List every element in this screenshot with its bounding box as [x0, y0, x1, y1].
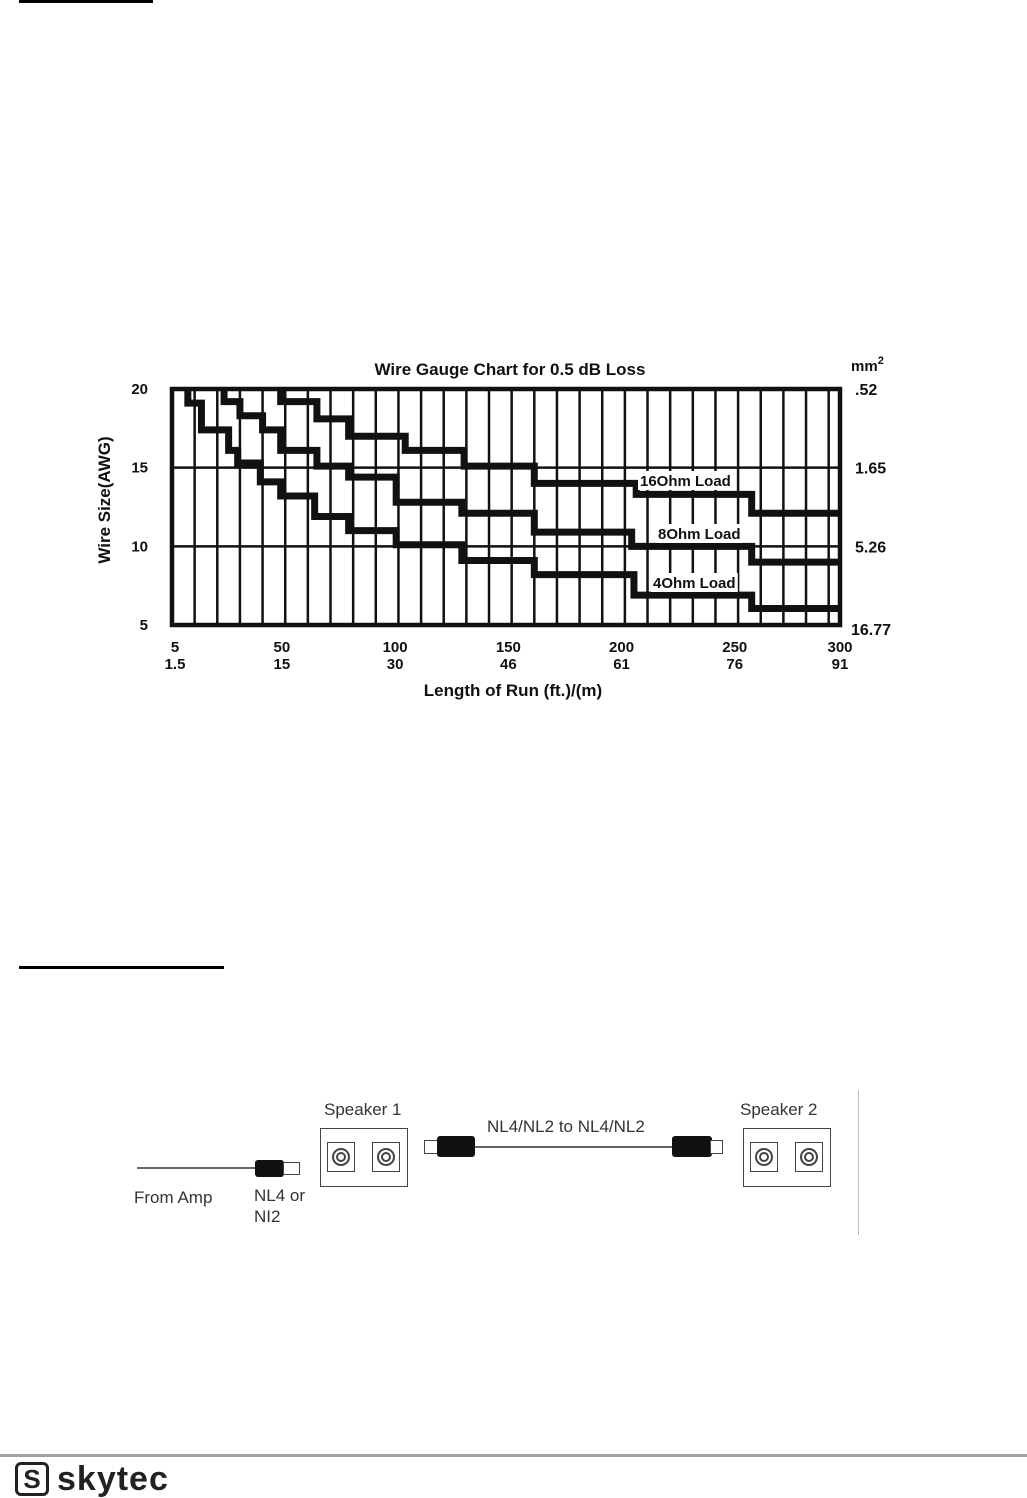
x-tick-label-m: 61 [613, 656, 630, 673]
speaker1-label: Speaker 1 [324, 1100, 402, 1119]
y-tick-label-mm2: 5.26 [855, 539, 886, 556]
connector-label-line2: NI2 [254, 1207, 281, 1226]
x-tick-label-m: 30 [387, 656, 404, 673]
x-tick-label-ft: 50 [274, 639, 291, 656]
footer-rule [0, 1454, 1027, 1457]
x-tick-label-ft: 5 [171, 639, 179, 656]
plug-tip-icon [283, 1162, 300, 1175]
x-tick-label-m: 1.5 [165, 656, 186, 673]
series-label-bg [638, 471, 734, 490]
plug-icon [255, 1160, 284, 1177]
speakon-jack-icon [372, 1142, 400, 1172]
x-tick-label-ft: 250 [722, 639, 747, 656]
y-tick-label-mm2: 1.65 [855, 461, 886, 478]
series-line [184, 389, 840, 612]
speakon-jack-icon [750, 1142, 778, 1172]
y-tick-label-awg: 15 [131, 460, 148, 477]
x-tick-label-m: 15 [274, 656, 291, 673]
brand-name: skytec [57, 1460, 169, 1498]
x-tick-label-m: 76 [726, 656, 743, 673]
series-line [220, 389, 840, 566]
x-tick-label-m: 91 [832, 656, 849, 673]
skytec-logo: S skytec [15, 1460, 169, 1498]
speaker1-box [320, 1128, 408, 1187]
heading-underline [19, 966, 224, 969]
amp-cable [137, 1167, 257, 1169]
plug-tip-icon [710, 1140, 723, 1154]
series-line [277, 389, 840, 517]
x-tick-label-ft: 150 [496, 639, 521, 656]
y-axis-label: Wire Size(AWG) [95, 436, 114, 563]
series-label: 16Ohm Load [640, 473, 731, 490]
connector-label-line1: NL4 or [254, 1186, 306, 1205]
x-tick-label-ft: 300 [827, 639, 852, 656]
speaker2-box [743, 1128, 831, 1187]
x-axis-label: Length of Run (ft.)/(m) [424, 681, 602, 700]
heading-underline [19, 0, 153, 3]
plot-frame [169, 386, 843, 628]
plug-icon [437, 1136, 475, 1157]
right-axis-label: mm2 [851, 355, 884, 375]
y-tick-label-awg: 10 [131, 538, 148, 555]
y-tick-label-mm2: 16.77 [851, 622, 891, 639]
series-label-bg [656, 524, 743, 543]
wire-gauge-chart: Wire Gauge Chart for 0.5 dB Loss mm2 Wir… [95, 355, 891, 700]
from-amp-label: From Amp [134, 1188, 213, 1207]
plug-icon [672, 1136, 712, 1157]
x-tick-label-ft: 200 [609, 639, 634, 656]
series-label: 8Ohm Load [658, 526, 741, 543]
x-tick-label-m: 46 [500, 656, 517, 673]
y-tick-label-awg: 20 [131, 381, 148, 398]
y-tick-label-awg: 5 [140, 617, 148, 634]
cable-label: NL4/NL2 to NL4/NL2 [487, 1117, 645, 1136]
link-cable [475, 1146, 673, 1148]
chart-title: Wire Gauge Chart for 0.5 dB Loss [375, 360, 646, 379]
x-tick-label-ft: 100 [383, 639, 408, 656]
logo-s-icon: S [15, 1462, 49, 1496]
y-tick-label-mm2: .52 [855, 382, 877, 399]
series-label: 4Ohm Load [653, 575, 736, 592]
speakon-jack-icon [327, 1142, 355, 1172]
series-label-bg [651, 573, 738, 592]
speaker2-label: Speaker 2 [740, 1100, 818, 1119]
divider [858, 1090, 859, 1235]
speakon-jack-icon [795, 1142, 823, 1172]
